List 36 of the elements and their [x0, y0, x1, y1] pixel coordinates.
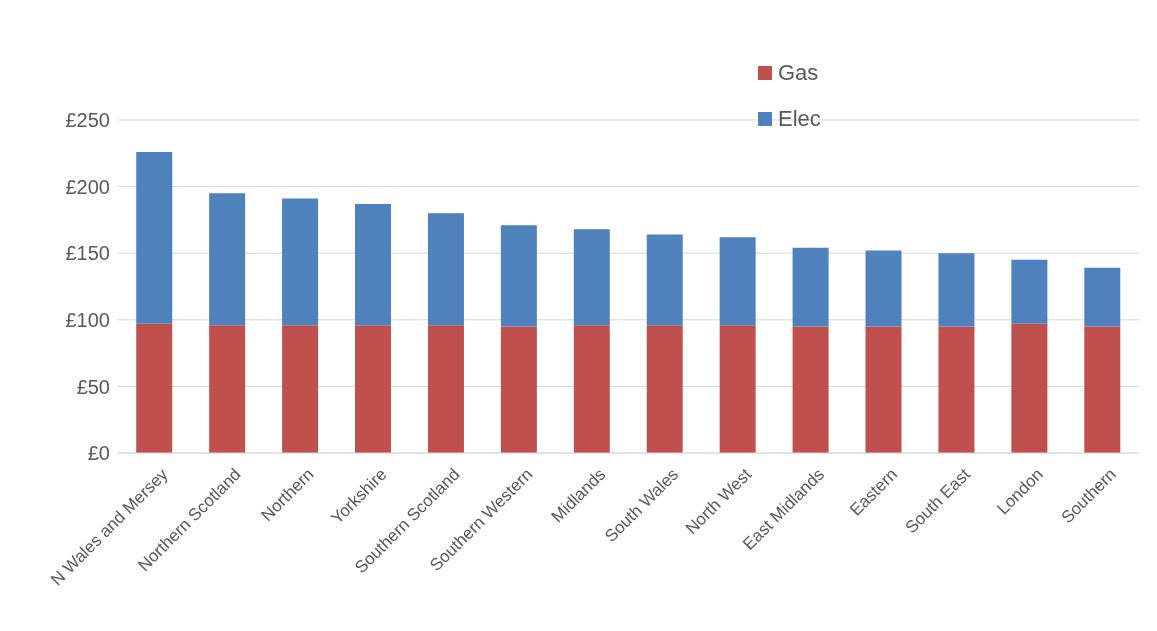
- bar: [1011, 323, 1048, 453]
- bar: [427, 213, 464, 326]
- bar: [865, 326, 902, 453]
- bar: [427, 325, 464, 453]
- y-tick-label: £50: [76, 375, 110, 398]
- bar: [646, 234, 683, 326]
- y-tick-label: £150: [65, 242, 110, 265]
- bar: [136, 151, 173, 324]
- bar: [719, 237, 756, 326]
- bar: [1084, 326, 1121, 453]
- bar: [646, 325, 683, 453]
- bar: [938, 326, 975, 453]
- bar: [865, 250, 902, 327]
- bar: [500, 326, 537, 453]
- bar: [282, 198, 319, 326]
- bar: [573, 325, 610, 453]
- y-tick-label: £100: [65, 308, 110, 331]
- y-tick-label: £200: [65, 175, 110, 198]
- bar: [792, 326, 829, 453]
- bar: [500, 225, 537, 327]
- bar: [1011, 259, 1048, 324]
- bar: [1084, 267, 1121, 327]
- bar: [209, 325, 246, 453]
- y-tick-label: £250: [65, 109, 110, 132]
- legend-label: Elec: [778, 106, 821, 132]
- bar: [136, 323, 173, 453]
- bar: [355, 203, 392, 326]
- bar: [282, 325, 319, 453]
- bar: [938, 253, 975, 327]
- y-tick-label: £0: [87, 442, 110, 465]
- legend-label: Gas: [778, 60, 819, 86]
- bar: [573, 229, 610, 326]
- bar: [209, 193, 246, 326]
- bar: [355, 325, 392, 453]
- bar: [792, 247, 829, 327]
- bar: [719, 325, 756, 453]
